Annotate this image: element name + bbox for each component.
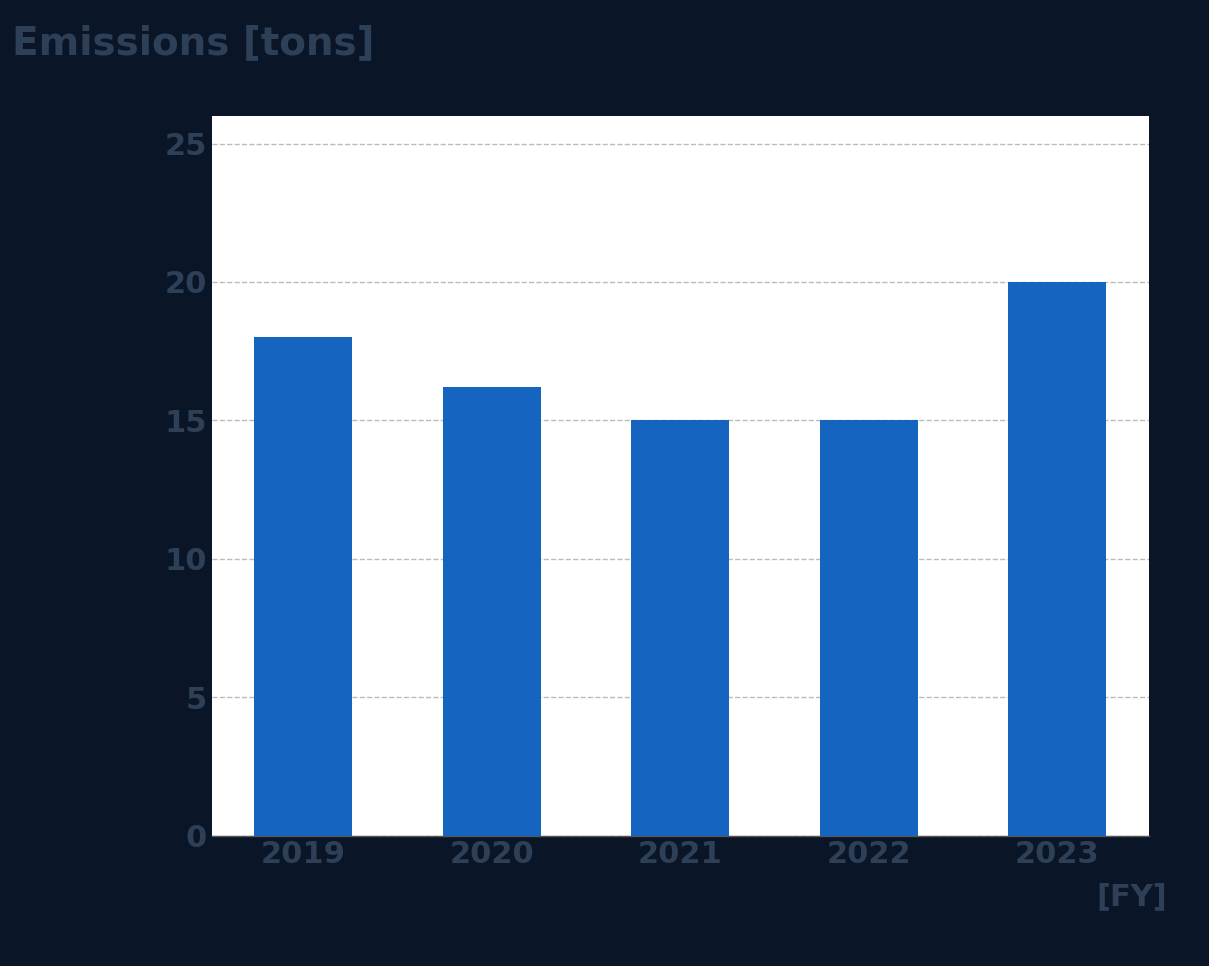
Bar bbox=[254, 337, 352, 836]
Bar bbox=[1008, 282, 1106, 836]
Bar bbox=[820, 420, 918, 836]
Bar bbox=[631, 420, 729, 836]
Text: [FY]: [FY] bbox=[1095, 882, 1167, 911]
Text: Emissions [tons]: Emissions [tons] bbox=[12, 24, 375, 62]
Bar bbox=[442, 387, 540, 836]
